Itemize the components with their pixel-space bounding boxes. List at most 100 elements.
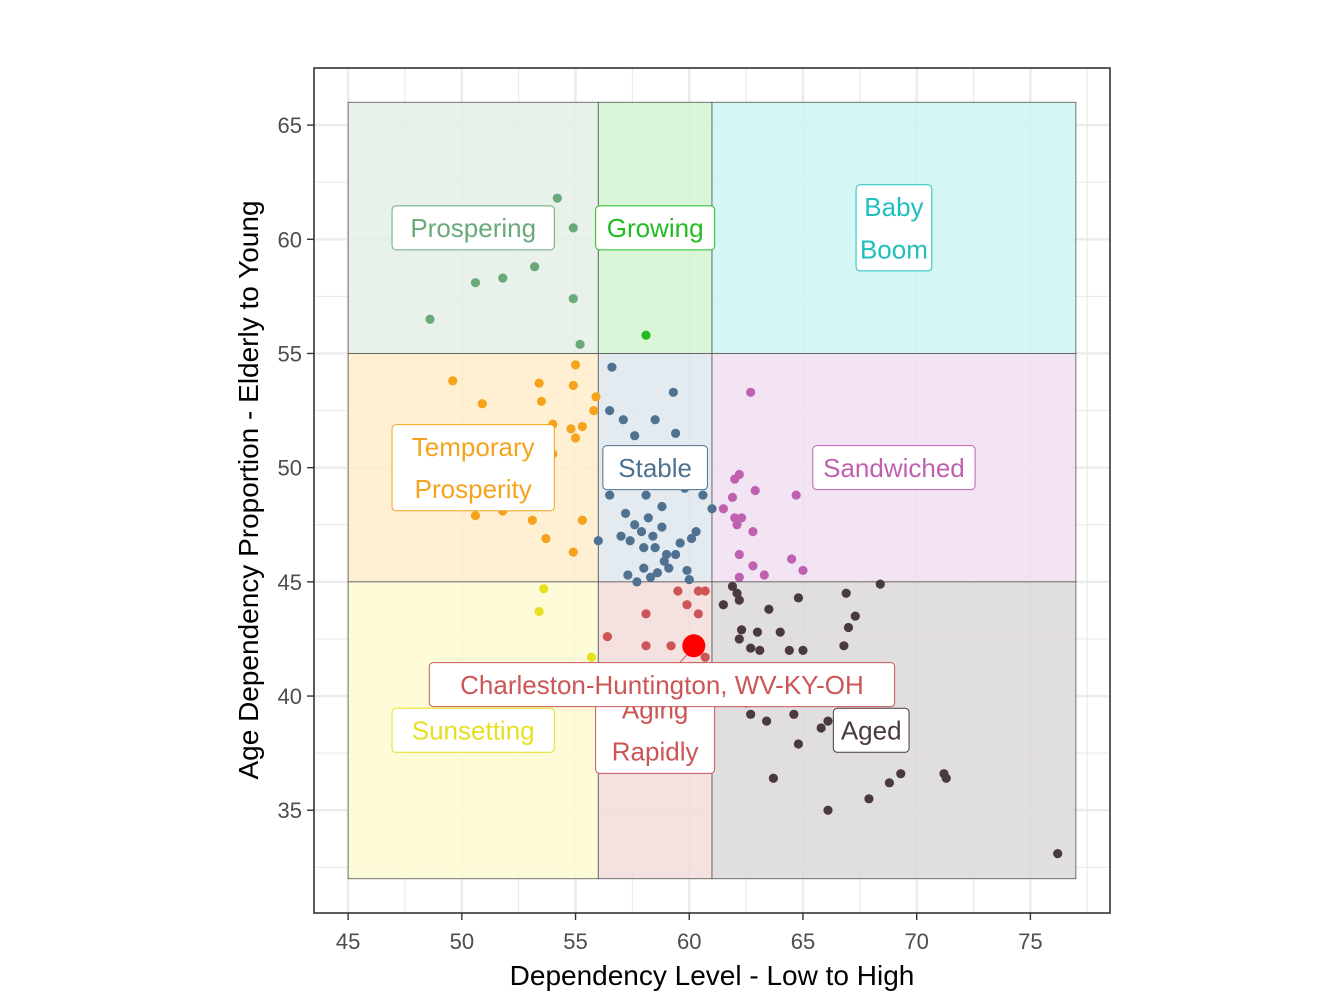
point-sandwiched [718, 504, 728, 514]
point-aging-rapidly [673, 586, 683, 596]
point-stable [684, 574, 694, 585]
point-prospering [552, 193, 562, 203]
highlight-label-text: Charleston-Huntington, WV-KY-OH [460, 670, 864, 700]
point-temporary-prosperity [527, 515, 537, 525]
point-aging-rapidly [693, 609, 703, 619]
y-tick-label: 60 [278, 227, 302, 252]
point-temporary-prosperity [566, 424, 576, 434]
point-aged [761, 716, 772, 726]
point-prospering [530, 262, 540, 272]
point-aged [884, 778, 894, 788]
point-temporary-prosperity [577, 515, 587, 525]
point-temporary-prosperity [477, 399, 487, 409]
label-aged-text: Aged [841, 716, 902, 746]
point-aged [764, 604, 774, 614]
label-sandwiched-box [812, 445, 976, 491]
point-stable [630, 431, 640, 441]
point-stable [671, 549, 681, 560]
point-growing [641, 330, 651, 340]
point-stable [623, 570, 633, 580]
point-aged [896, 769, 906, 779]
label-sunsetting-text: Sunsetting [412, 716, 535, 746]
point-stable [707, 504, 717, 514]
label-baby-boom-text: Boom [860, 234, 928, 264]
point-aged [718, 600, 728, 610]
point-stable [616, 531, 626, 541]
point-aged [823, 716, 833, 726]
label-temporary-prosperity-text: Temporary [412, 432, 535, 462]
x-tick-label: 45 [336, 929, 360, 954]
point-aged [875, 579, 885, 589]
point-stable [625, 536, 635, 546]
point-sandwiched [791, 490, 801, 500]
point-temporary-prosperity [541, 533, 551, 544]
label-sunsetting-box [391, 707, 555, 753]
label-prospering-box [391, 205, 555, 251]
point-temporary-prosperity [568, 380, 578, 391]
point-prospering [575, 339, 585, 349]
point-stable [675, 538, 685, 548]
point-temporary-prosperity [577, 421, 587, 432]
point-sandwiched [787, 554, 797, 564]
point-stable [643, 513, 653, 523]
label-sandwiched-text: Sandwiched [823, 453, 965, 483]
label-sunsetting: Sunsetting [391, 707, 555, 753]
point-aged [755, 645, 765, 655]
point-sandwiched [732, 520, 742, 530]
point-sandwiched [734, 549, 744, 560]
point-stable [691, 527, 701, 537]
point-sandwiched [748, 527, 758, 537]
point-sunsetting [586, 652, 597, 662]
point-aged [752, 627, 763, 637]
point-stable [664, 563, 674, 573]
label-baby-boom-box [855, 184, 933, 272]
point-stable [650, 415, 660, 425]
point-temporary-prosperity [570, 433, 581, 443]
point-aging-rapidly [641, 609, 651, 619]
point-stable [605, 490, 615, 500]
point-stable [650, 542, 660, 553]
point-stable [645, 572, 656, 582]
label-baby-boom-text: Baby [864, 192, 923, 222]
point-stable [661, 549, 672, 560]
label-aging-rapidly-text: Rapidly [612, 737, 699, 767]
zone-labels: Prospering Growing Baby Boom Temporary Prospe… [391, 184, 976, 774]
point-stable [686, 533, 697, 544]
y-tick-label: 40 [278, 684, 302, 709]
point-sandwiched [746, 387, 756, 397]
point-stable [632, 577, 642, 587]
point-stable [668, 387, 678, 397]
point-aged [839, 641, 849, 651]
point-aged [793, 593, 804, 603]
point-sandwiched [759, 570, 769, 580]
point-aged [841, 588, 851, 598]
data-points [425, 193, 1063, 859]
label-growing: Growing [595, 205, 716, 251]
point-aged [864, 794, 874, 804]
point-stable [636, 527, 647, 537]
label-temporary-prosperity-text: Prosperity [415, 474, 532, 504]
point-aged [798, 645, 808, 655]
point-temporary-prosperity [534, 378, 544, 388]
axes: 45 50 55 60 65 70 75 35 40 45 50 55 60 65 [278, 113, 1043, 954]
point-sandwiched [736, 513, 747, 523]
point-aged [793, 739, 804, 749]
point-temporary-prosperity [589, 405, 599, 416]
point-aging-rapidly [666, 641, 676, 651]
point-temporary-prosperity [470, 511, 481, 521]
highlight-point [682, 634, 706, 658]
panel-border [313, 67, 1111, 914]
point-temporary-prosperity [536, 396, 547, 407]
highlight-label-box [428, 662, 896, 708]
point-stable [607, 362, 617, 372]
point-aged [746, 643, 756, 653]
point-prospering [470, 278, 481, 288]
point-aging-rapidly [641, 641, 651, 651]
point-aging-rapidly [700, 652, 710, 662]
label-stable: Stable [602, 445, 708, 491]
point-temporary-prosperity [568, 547, 578, 557]
point-aged [734, 595, 744, 605]
point-sandwiched [734, 469, 744, 480]
point-aged [1053, 849, 1063, 859]
